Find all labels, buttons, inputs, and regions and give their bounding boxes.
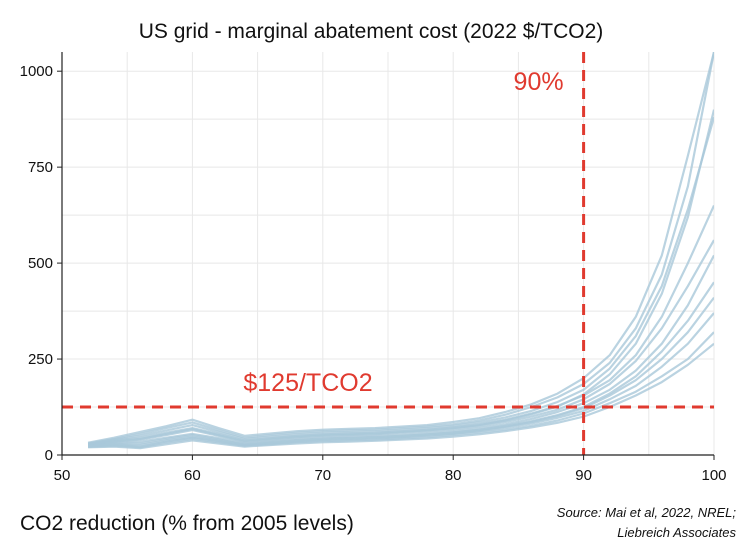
x-tick-label: 90 — [575, 467, 592, 484]
series-line-11 — [87, 116, 714, 445]
x-tick-label: 70 — [314, 467, 331, 484]
x-tick-label: 60 — [184, 467, 201, 484]
source-note-line-1: Source: Mai et al, 2022, NREL; — [557, 505, 737, 520]
series-layer — [87, 52, 714, 450]
x-tick-label: 80 — [445, 467, 462, 484]
series-line-7 — [87, 239, 714, 447]
y-tick-label: 250 — [28, 351, 53, 368]
series-line-1 — [87, 52, 714, 445]
series-line-12 — [88, 296, 714, 448]
reference-label-horizontal: $125/TCO2 — [243, 369, 372, 397]
y-tick-label: 1000 — [20, 63, 53, 80]
y-tick-label: 0 — [45, 447, 53, 464]
series-line-10 — [88, 331, 714, 449]
chart-title: US grid - marginal abatement cost (2022 … — [139, 20, 604, 43]
y-tick-label: 500 — [28, 255, 53, 272]
x-axis-label: CO2 reduction (% from 2005 levels) — [20, 512, 354, 535]
x-tick-label: 50 — [54, 467, 71, 484]
source-note-line-2: Liebreich Associates — [617, 525, 736, 540]
series-line-6 — [87, 52, 714, 444]
grid-layer — [61, 52, 715, 456]
reference-label-vertical: 90% — [514, 68, 564, 96]
series-line-9 — [87, 109, 714, 446]
x-tick-label: 100 — [701, 467, 726, 484]
reference-lines-layer: $125/TCO2 90% — [62, 52, 714, 455]
y-tick-label: 750 — [28, 159, 53, 176]
